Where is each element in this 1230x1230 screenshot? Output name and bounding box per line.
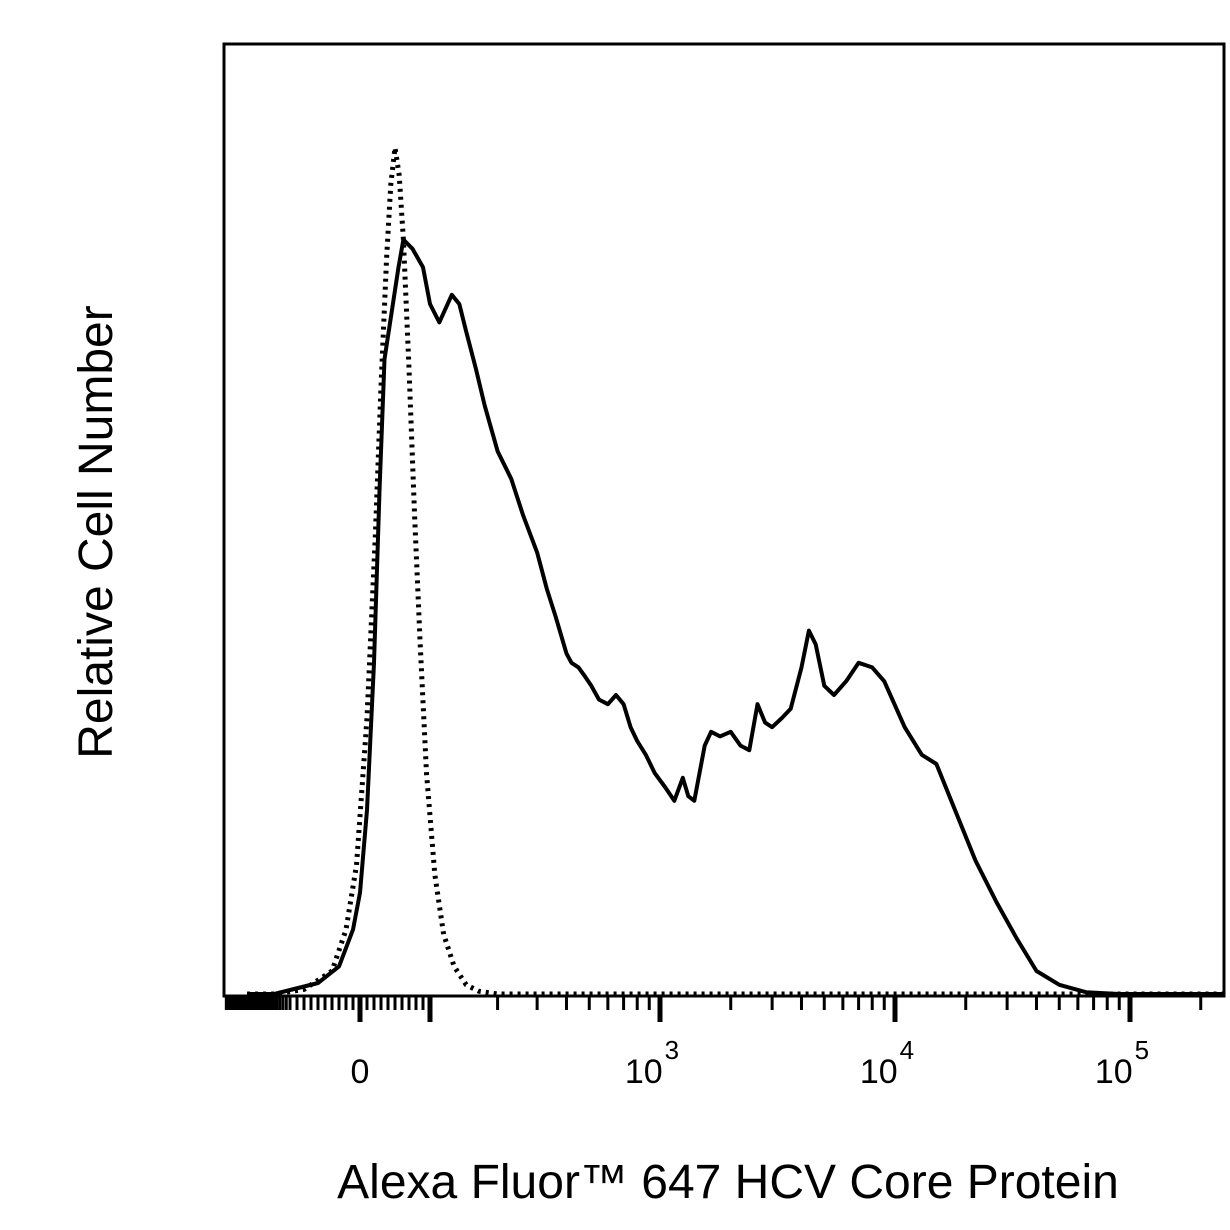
stained-sample-curve	[247, 237, 1223, 996]
plot-frame	[222, 42, 1226, 998]
x-axis-tick-labels: 0 103 104 105	[351, 1035, 1150, 1091]
x-axis-title: Alexa Fluor™ 647 HCV Core Protein	[337, 1156, 1119, 1209]
x-axis-major-ticks	[357, 996, 1133, 1022]
histogram-series	[247, 145, 1223, 997]
y-axis-title: Relative Cell Number	[70, 305, 123, 759]
x-tick-label: 105	[1095, 1035, 1149, 1091]
x-axis-minor-ticks	[224, 996, 1203, 1022]
x-tick-label: 0	[351, 1053, 370, 1091]
x-tick-label: 103	[625, 1035, 679, 1091]
isotype-control-curve	[247, 145, 1223, 997]
x-tick-label: 104	[860, 1035, 914, 1091]
